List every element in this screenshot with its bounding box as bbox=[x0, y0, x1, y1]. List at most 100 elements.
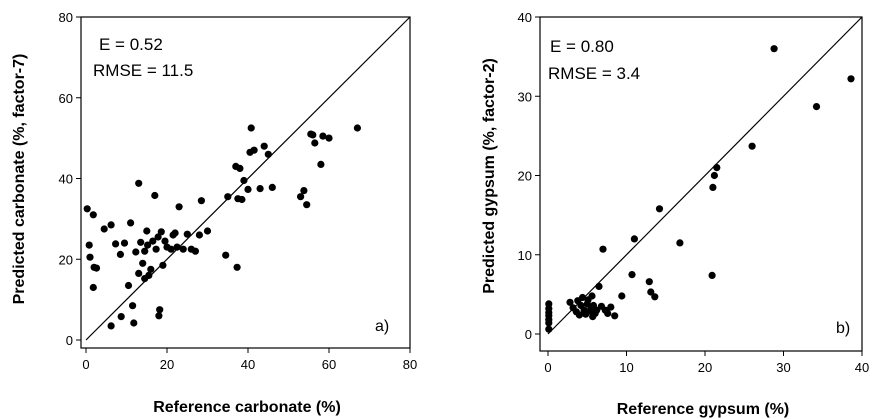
data-point bbox=[303, 201, 311, 209]
data-point bbox=[676, 239, 684, 247]
data-point bbox=[599, 245, 607, 253]
data-point bbox=[132, 248, 140, 256]
data-point bbox=[645, 278, 653, 286]
data-point bbox=[157, 228, 165, 236]
data-point bbox=[151, 191, 159, 200]
data-point bbox=[224, 193, 232, 201]
data-point bbox=[710, 171, 719, 180]
y-tick-label: 40 bbox=[59, 172, 73, 187]
data-point bbox=[191, 247, 199, 255]
x-axis-label: Reference gypsum (%) bbox=[617, 401, 790, 418]
data-point bbox=[144, 241, 152, 249]
data-point bbox=[317, 160, 325, 168]
plot-frame bbox=[539, 16, 863, 352]
data-point bbox=[83, 205, 91, 213]
data-point bbox=[256, 185, 264, 193]
data-point bbox=[250, 146, 258, 154]
data-point bbox=[222, 251, 230, 259]
x-tick-label: 80 bbox=[403, 357, 417, 372]
data-point bbox=[628, 271, 636, 279]
data-point bbox=[770, 45, 778, 53]
y-tick-label: 40 bbox=[518, 10, 532, 25]
data-point bbox=[655, 205, 664, 213]
data-point bbox=[145, 271, 153, 279]
data-point bbox=[86, 253, 94, 261]
data-point bbox=[143, 227, 151, 235]
stat-e: E = 0.52 bbox=[99, 35, 163, 54]
data-point bbox=[179, 245, 187, 253]
data-point bbox=[236, 164, 244, 172]
stat-rmse: RMSE = 11.5 bbox=[93, 61, 193, 80]
data-point bbox=[238, 195, 246, 204]
data-point bbox=[129, 302, 137, 310]
data-point bbox=[197, 197, 205, 205]
data-point bbox=[155, 312, 163, 320]
data-point bbox=[195, 231, 203, 239]
data-point bbox=[247, 124, 255, 132]
data-point bbox=[651, 293, 659, 301]
x-tick-label: 40 bbox=[241, 357, 255, 372]
data-point bbox=[300, 187, 308, 195]
data-point bbox=[139, 259, 147, 267]
data-point bbox=[147, 265, 155, 273]
x-tick-label: 0 bbox=[82, 357, 89, 372]
data-point bbox=[311, 139, 319, 147]
x-tick-label: 60 bbox=[322, 357, 336, 372]
data-point bbox=[268, 183, 276, 191]
data-point bbox=[325, 134, 333, 142]
y-tick-label: 60 bbox=[59, 91, 73, 106]
panel-b: Predicted gypsum (%, factor-2) Reference… bbox=[481, 10, 869, 418]
y-tick-label: 0 bbox=[525, 327, 532, 342]
data-point bbox=[154, 233, 162, 241]
data-point bbox=[630, 235, 639, 243]
data-point bbox=[748, 142, 756, 150]
data-point bbox=[116, 250, 124, 258]
data-point bbox=[319, 132, 327, 140]
data-point bbox=[107, 221, 115, 229]
data-point bbox=[812, 103, 821, 111]
y-axis-label: Predicted carbonate (%, factor-7) bbox=[11, 54, 28, 305]
y-tick-label: 10 bbox=[518, 248, 532, 263]
data-point bbox=[175, 203, 183, 211]
data-point bbox=[149, 237, 157, 245]
y-tick-label: 0 bbox=[66, 333, 73, 348]
data-point bbox=[112, 240, 120, 248]
data-point bbox=[604, 309, 612, 317]
x-axis-label: Reference carbonate (%) bbox=[153, 399, 341, 416]
y-tick-label: 80 bbox=[59, 10, 73, 25]
data-point bbox=[127, 219, 135, 227]
data-point bbox=[233, 263, 241, 271]
data-point bbox=[708, 271, 716, 279]
data-point bbox=[847, 75, 855, 83]
data-point bbox=[124, 281, 133, 290]
data-point bbox=[141, 247, 149, 255]
panel-a: Predicted carbonate (%, factor-7) Refere… bbox=[11, 10, 417, 416]
data-point bbox=[137, 238, 145, 246]
x-tick-label: 40 bbox=[855, 360, 869, 375]
one-to-one-line bbox=[85, 16, 411, 341]
data-point bbox=[309, 131, 317, 139]
data-point bbox=[545, 319, 553, 327]
data-point bbox=[264, 150, 272, 158]
data-point bbox=[244, 185, 252, 193]
x-tick-label: 10 bbox=[619, 360, 633, 375]
data-point bbox=[297, 193, 305, 201]
x-tick-label: 30 bbox=[776, 360, 790, 375]
data-point bbox=[100, 225, 108, 233]
y-tick-label: 20 bbox=[59, 252, 73, 267]
data-point bbox=[709, 183, 717, 191]
y-tick-label: 20 bbox=[518, 169, 532, 184]
data-point bbox=[85, 241, 93, 249]
plot-frame bbox=[80, 16, 411, 349]
data-point bbox=[173, 243, 181, 251]
data-point bbox=[171, 229, 179, 237]
data-point bbox=[713, 164, 721, 172]
data-point bbox=[353, 124, 361, 132]
data-point bbox=[89, 211, 97, 219]
data-point bbox=[135, 269, 143, 277]
data-point bbox=[107, 322, 115, 330]
data-point bbox=[260, 142, 268, 150]
data-point bbox=[152, 245, 160, 253]
data-point bbox=[161, 237, 169, 245]
